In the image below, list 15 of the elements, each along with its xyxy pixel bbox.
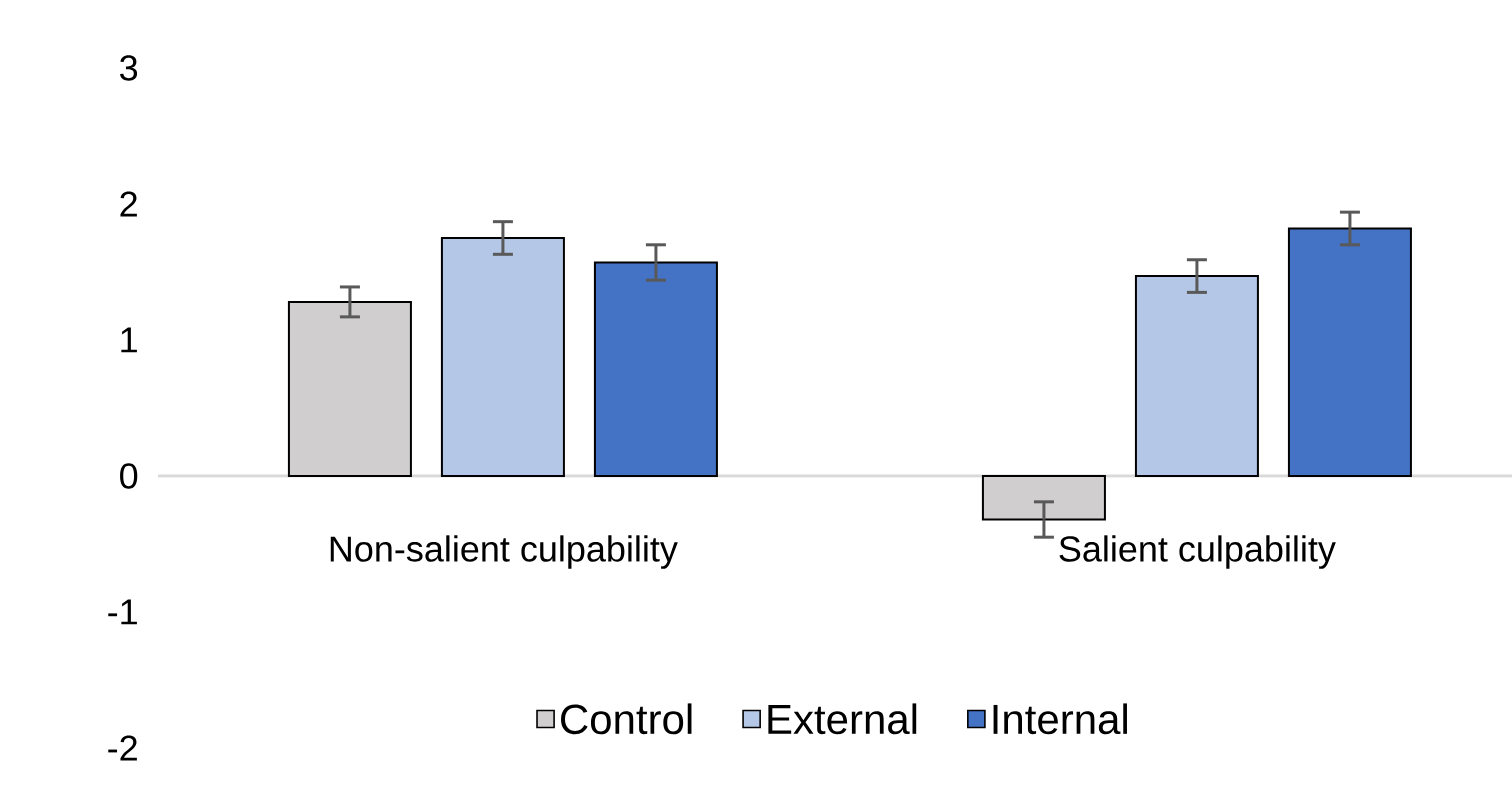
x-tick-label: Salient culpability [1059,535,1336,569]
y-tick-label: 1 [121,327,137,353]
x-tick-label: Non-salient culpability [330,535,678,569]
bar [1134,275,1259,477]
y-tick-label: 0 [120,463,138,489]
legend-label: Internal [993,703,1127,735]
legend-label: External [768,703,917,735]
legend-label: Control [561,703,692,735]
y-tick-label: -1 [108,599,137,625]
y-tick-label: -2 [108,735,137,761]
y-tick-label: 2 [120,191,137,217]
bar [440,236,565,477]
bar [593,261,718,477]
bar [1287,227,1412,477]
y-tick-label: 3 [120,55,138,81]
